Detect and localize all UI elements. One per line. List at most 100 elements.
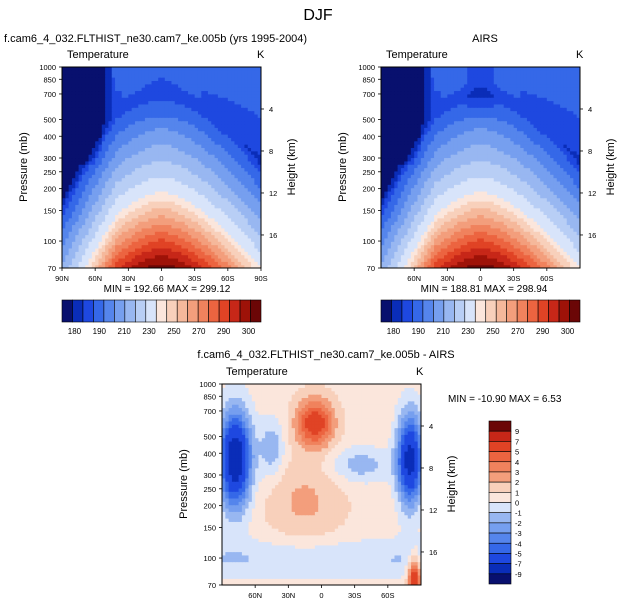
field-cell: [168, 110, 173, 115]
field-cell: [410, 231, 415, 236]
field-cell: [234, 204, 239, 209]
field-cell: [201, 201, 206, 205]
field-cell: [181, 180, 186, 185]
field-cell: [207, 97, 212, 102]
field-cell: [118, 93, 123, 98]
field-cell: [181, 140, 186, 145]
field-cell: [241, 160, 246, 165]
field-cell: [237, 251, 242, 256]
field-cell: [556, 214, 561, 219]
field-cell: [75, 254, 80, 259]
field-cell: [410, 221, 415, 226]
field-cell: [101, 97, 106, 102]
field-cell: [115, 204, 119, 209]
field-cell: [460, 254, 465, 259]
field-cell: [420, 244, 425, 249]
field-cell: [158, 244, 163, 249]
field-cell: [62, 221, 66, 226]
field-cell: [540, 231, 545, 236]
field-cell: [81, 221, 86, 226]
field-cell: [221, 170, 226, 175]
field-cell: [254, 164, 259, 169]
field-cell: [480, 257, 485, 262]
field-cell: [497, 264, 501, 268]
field-cell: [234, 164, 239, 169]
field-cell: [188, 73, 192, 78]
field-cell: [184, 204, 189, 209]
field-cell: [171, 197, 176, 202]
field-cell: [503, 241, 508, 246]
field-cell: [257, 254, 261, 259]
field-cell: [131, 231, 136, 236]
field-cell: [417, 241, 422, 246]
field-cell: [540, 204, 545, 209]
field-cell: [447, 234, 452, 239]
field-cell: [78, 123, 83, 128]
field-cell: [144, 194, 149, 199]
field-cell: [231, 140, 236, 145]
field-cell: [65, 80, 70, 85]
field-cell: [144, 227, 149, 232]
field-cell: [211, 247, 216, 252]
field-cell: [144, 90, 149, 95]
field-cell: [68, 77, 73, 81]
field-cell: [148, 227, 153, 232]
field-cell: [161, 174, 166, 179]
field-cell: [98, 160, 103, 165]
field-cell: [108, 180, 113, 185]
field-cell: [204, 87, 209, 92]
field-cell: [414, 264, 419, 268]
field-cell: [523, 224, 528, 229]
field-cell: [171, 67, 176, 71]
field-cell: [197, 80, 202, 85]
field-cell: [576, 217, 580, 222]
field-cell: [490, 257, 495, 262]
field-cell: [154, 164, 159, 169]
field-cell: [95, 127, 100, 132]
field-cell: [115, 83, 119, 88]
field-cell: [71, 227, 76, 232]
field-cell: [453, 194, 458, 199]
field-cell: [247, 67, 252, 71]
field-cell: [191, 164, 196, 169]
field-cell: [88, 177, 93, 182]
field-cell: [201, 237, 206, 242]
field-cell: [125, 177, 129, 182]
field-cell: [530, 194, 535, 199]
field-cell: [181, 97, 186, 102]
x-tick-label: 60N: [88, 274, 102, 283]
field-cell: [85, 123, 90, 128]
y-tick-label: 70: [48, 264, 56, 273]
field-cell: [75, 194, 80, 199]
field-cell: [188, 207, 192, 212]
field-cell: [553, 224, 558, 229]
field-cell: [108, 107, 113, 112]
field-cell: [463, 221, 468, 226]
field-cell: [174, 217, 179, 222]
field-cell: [221, 73, 226, 78]
field-cell: [151, 187, 156, 192]
field-cell: [227, 211, 232, 215]
field-cell: [98, 120, 103, 125]
field-cell: [115, 73, 119, 78]
field-cell: [573, 207, 578, 212]
field-cell: [88, 234, 93, 239]
field-cell: [168, 197, 173, 202]
field-cell: [197, 97, 202, 102]
field-cell: [158, 231, 163, 236]
field-cell: [168, 234, 173, 239]
field-cell: [141, 257, 146, 262]
field-cell: [88, 140, 93, 145]
field-cell: [128, 254, 133, 259]
field-cell: [81, 90, 86, 95]
field-cell: [204, 241, 209, 246]
field-cell: [115, 247, 119, 252]
field-cell: [493, 257, 498, 262]
field-cell: [138, 160, 143, 165]
field-cell: [221, 117, 226, 122]
field-cell: [71, 130, 76, 135]
field-cell: [85, 93, 90, 98]
field-cell: [95, 177, 100, 182]
field-cell: [457, 237, 462, 242]
field-cell: [174, 177, 179, 182]
